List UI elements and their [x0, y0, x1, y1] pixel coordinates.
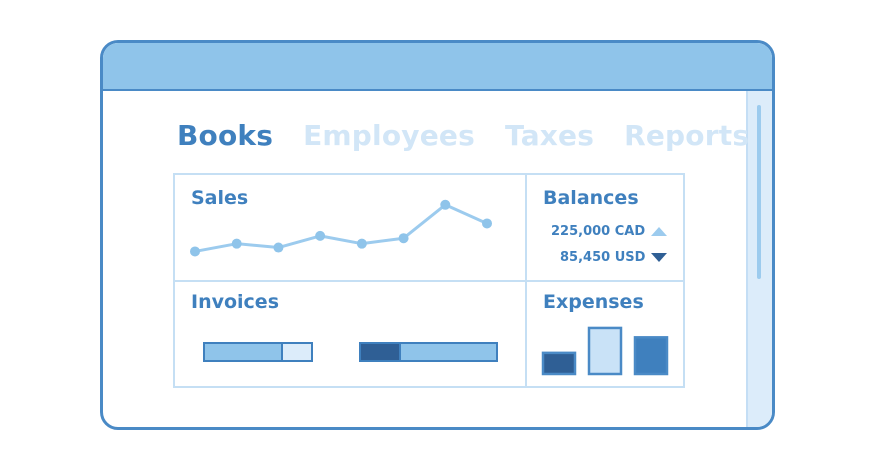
invoice-bar-segment: [398, 344, 496, 360]
sales-data-point: [231, 238, 242, 249]
invoice-bar-segment: [205, 344, 282, 360]
tab-reports[interactable]: Reports: [624, 119, 750, 152]
scrollbar-thumb[interactable]: [757, 105, 761, 279]
window-titlebar[interactable]: [103, 43, 772, 91]
balance-usd-value: 85,450 USD: [560, 250, 646, 265]
invoice-bar-segment: [281, 344, 311, 360]
sales-data-point: [190, 246, 200, 257]
tab-bar: Books Employees Taxes Reports: [177, 119, 749, 152]
sales-series-line: [194, 203, 488, 253]
sales-line-chart: [190, 199, 492, 257]
expenses-title: Expenses: [543, 291, 644, 313]
expenses-bar-chart: [541, 326, 669, 376]
expense-bar: [541, 351, 577, 376]
balance-cad-value: 225,000 CAD: [551, 224, 646, 239]
balance-usd: 85,450 USD: [560, 250, 668, 265]
sales-title: Sales: [191, 187, 249, 209]
sales-data-point: [315, 230, 326, 241]
invoices-title: Invoices: [191, 291, 280, 313]
panel-divider-horizontal: [175, 280, 683, 282]
invoice-progress-bar: [359, 342, 498, 362]
vertical-scrollbar[interactable]: [746, 91, 772, 427]
expense-bar: [633, 336, 669, 376]
tab-books[interactable]: Books: [177, 119, 274, 152]
sales-data-point: [356, 238, 367, 249]
invoice-progress-bar: [203, 342, 313, 362]
tab-taxes[interactable]: Taxes: [505, 119, 595, 152]
balances-title: Balances: [543, 187, 639, 209]
dashboard-panel: Sales Balances 225,000 CAD 85,450 USD In…: [173, 173, 685, 388]
app-window: Books Employees Taxes Reports Sales Bala…: [100, 40, 775, 430]
sales-data-point: [482, 218, 492, 229]
invoice-bar-segment: [361, 344, 399, 360]
trend-up-icon: [651, 227, 668, 236]
sales-data-point: [273, 242, 284, 253]
sales-data-point: [398, 233, 409, 244]
balance-cad: 225,000 CAD: [551, 224, 668, 239]
tab-employees[interactable]: Employees: [303, 119, 475, 152]
trend-down-icon: [651, 253, 668, 262]
expense-bar: [587, 326, 623, 376]
sales-data-point: [440, 199, 451, 210]
